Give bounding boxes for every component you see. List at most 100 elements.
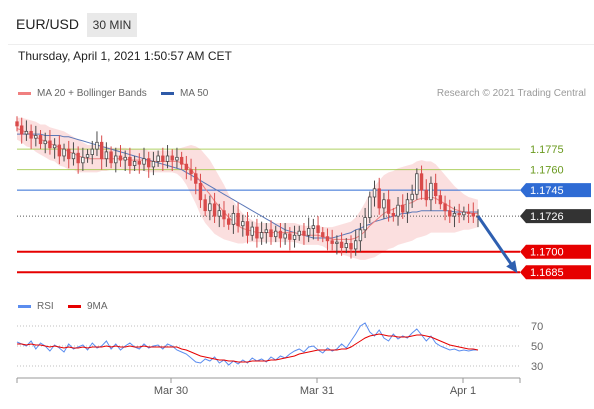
candle-body bbox=[471, 213, 475, 217]
candle-body bbox=[114, 155, 118, 164]
candle-body bbox=[316, 225, 320, 233]
candle-body bbox=[99, 141, 104, 160]
candle-body bbox=[118, 155, 123, 161]
ma20-swatch bbox=[18, 91, 31, 95]
level-label-0: 1.1775 bbox=[530, 144, 564, 156]
x-tick-label-0: Mar 30 bbox=[154, 385, 188, 397]
candle-body bbox=[259, 232, 264, 239]
candle-body bbox=[391, 213, 396, 217]
candle-body bbox=[194, 173, 198, 184]
level-label-1: 1.1760 bbox=[530, 165, 564, 177]
level-tag-2 bbox=[520, 183, 591, 198]
candle-body bbox=[448, 210, 452, 217]
header-bar: EUR/USD 30 MIN bbox=[0, 0, 594, 44]
ma9-legend-label: 9MA bbox=[87, 301, 108, 312]
candle-body bbox=[401, 204, 405, 213]
candle-body bbox=[419, 173, 424, 191]
candle-body bbox=[175, 156, 179, 161]
candle-body bbox=[189, 169, 193, 175]
candle-body bbox=[274, 230, 278, 238]
candle-body bbox=[151, 161, 156, 168]
candle-body bbox=[57, 144, 62, 157]
level-tag-5 bbox=[520, 265, 591, 280]
candle-body bbox=[292, 234, 297, 240]
candle-body bbox=[147, 158, 151, 168]
candle-body bbox=[67, 148, 71, 160]
candle-body bbox=[29, 130, 33, 139]
candle-body bbox=[43, 140, 47, 145]
candle-body bbox=[212, 203, 217, 217]
candle-body bbox=[358, 229, 363, 242]
legend-9ma: 9MA bbox=[68, 301, 108, 312]
candle-body bbox=[156, 155, 160, 162]
level-label-4: 1.1700 bbox=[530, 247, 564, 259]
rsi-legend-label: RSI bbox=[37, 301, 54, 312]
candle-body bbox=[321, 232, 325, 238]
x-tick-label-2: Apr 1 bbox=[450, 385, 476, 397]
candle-body bbox=[142, 158, 146, 165]
divider bbox=[8, 44, 594, 45]
rsi-tick-2: 30 bbox=[531, 361, 543, 373]
rsi-swatch bbox=[18, 304, 31, 308]
candle-body bbox=[344, 243, 348, 249]
candle-body bbox=[85, 154, 90, 158]
candle-body bbox=[438, 195, 443, 205]
candle-body bbox=[457, 213, 461, 216]
candle-body bbox=[71, 152, 76, 160]
candle-body bbox=[269, 229, 273, 238]
candle-body bbox=[15, 121, 19, 127]
ma50-legend-label: MA 50 bbox=[180, 88, 209, 99]
candle-body bbox=[170, 155, 174, 161]
candle-body bbox=[325, 236, 330, 242]
candle-body bbox=[20, 125, 24, 135]
candle-body bbox=[339, 241, 344, 249]
level-tag-4 bbox=[520, 244, 591, 259]
candle-body bbox=[311, 225, 316, 229]
candle-body bbox=[222, 210, 226, 220]
candle-body bbox=[231, 213, 236, 225]
candle-body bbox=[165, 155, 170, 162]
candle-body bbox=[372, 188, 377, 198]
candle-body bbox=[90, 148, 94, 156]
candle-body bbox=[81, 156, 85, 164]
rsi-tick-1: 50 bbox=[531, 341, 543, 353]
candle-body bbox=[424, 189, 428, 201]
candle-body bbox=[335, 241, 339, 244]
candle-body bbox=[377, 188, 381, 209]
ma50-line bbox=[17, 133, 478, 239]
candle-body bbox=[203, 199, 207, 212]
bollinger-band bbox=[17, 117, 478, 260]
rsi-line bbox=[16, 322, 478, 366]
candles bbox=[15, 116, 480, 259]
candle-body bbox=[24, 130, 29, 135]
candle-body bbox=[109, 151, 113, 164]
candle-body bbox=[466, 211, 471, 214]
candle-body bbox=[443, 203, 447, 212]
candle-body bbox=[132, 161, 137, 166]
candle-body bbox=[137, 161, 141, 165]
candle-body bbox=[95, 141, 99, 150]
credit-label: Research © 2021 Trading Central bbox=[436, 88, 586, 99]
candle-body bbox=[128, 156, 132, 166]
candle-body bbox=[306, 228, 311, 236]
candle-body bbox=[184, 163, 189, 171]
level-label-3: 1.1726 bbox=[530, 211, 564, 223]
candle-body bbox=[179, 156, 184, 165]
candle-body bbox=[38, 135, 43, 145]
rsi-ma-line bbox=[17, 333, 479, 363]
timeframe-badge[interactable]: 30 MIN bbox=[87, 13, 137, 37]
candle-body bbox=[382, 199, 386, 209]
ma50-swatch bbox=[161, 91, 174, 95]
candle-body bbox=[288, 233, 292, 240]
candle-body bbox=[48, 140, 52, 149]
candle-body bbox=[123, 156, 127, 161]
projection-arrowhead bbox=[506, 260, 518, 274]
candle-body bbox=[255, 226, 259, 239]
candle-body bbox=[264, 229, 269, 233]
ma9-swatch bbox=[68, 304, 81, 308]
candle-body bbox=[76, 152, 80, 164]
candle-body bbox=[462, 211, 466, 216]
candle-body bbox=[198, 182, 203, 201]
candle-body bbox=[396, 204, 400, 217]
